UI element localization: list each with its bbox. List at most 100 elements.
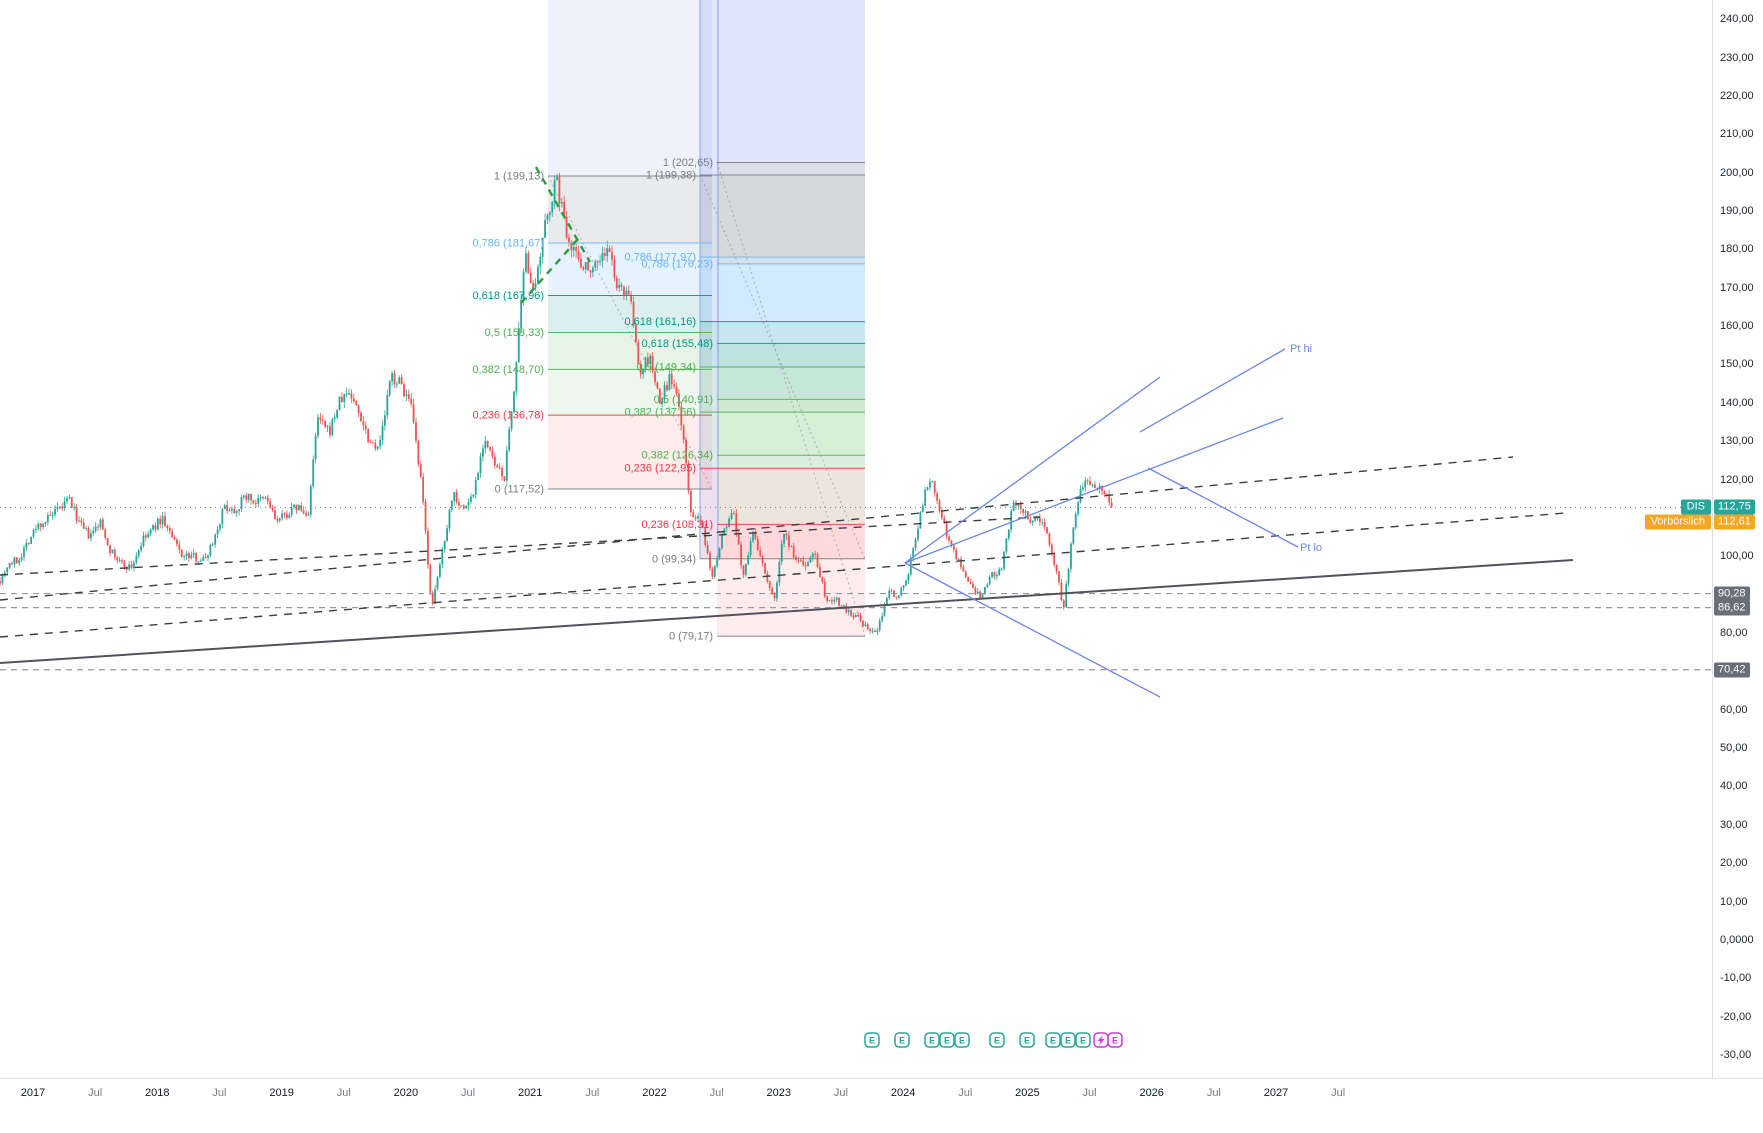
- candle-body: [1000, 568, 1003, 570]
- annotation-label[interactable]: Pt lo: [1300, 542, 1322, 554]
- candle-body: [85, 527, 88, 529]
- candle-body: [479, 456, 482, 473]
- time-axis-label: Jul: [585, 1087, 600, 1099]
- candle-body: [515, 362, 518, 392]
- candle-body: [123, 561, 126, 567]
- candle-body: [539, 256, 542, 267]
- candle-body: [1098, 485, 1101, 489]
- candle-body: [862, 620, 864, 626]
- earnings-marker[interactable]: E: [1045, 1032, 1061, 1048]
- dashed-trendline[interactable]: [0, 512, 1567, 638]
- candle-body: [964, 571, 967, 578]
- earnings-marker[interactable]: E: [924, 1032, 940, 1048]
- candle-body: [1058, 571, 1060, 583]
- earnings-marker[interactable]: E: [894, 1032, 910, 1048]
- candle-body: [517, 328, 520, 363]
- candle-body: [207, 555, 209, 559]
- earnings-letter: E: [899, 1036, 905, 1046]
- blue-fan-line[interactable]: [904, 417, 1284, 564]
- fib-levels[interactable]: 1 (199,38) 0,786 (177,97) 0,618 (161,16) 0,…: [624, 170, 865, 566]
- candle-body: [386, 395, 389, 416]
- candle-body: [1, 574, 4, 584]
- candle-body: [39, 523, 42, 528]
- candle-body: [245, 495, 248, 500]
- candle-body: [943, 517, 946, 522]
- candle-body: [44, 521, 47, 524]
- candle-body: [962, 567, 965, 572]
- candle-body: [1091, 484, 1094, 486]
- earnings-marker[interactable]: E: [864, 1032, 880, 1048]
- candle-body: [993, 572, 996, 577]
- earnings-marker[interactable]: E: [954, 1032, 970, 1048]
- candle-body: [589, 270, 592, 273]
- price-axis-label: -10,00: [1720, 972, 1752, 985]
- candle-body: [305, 512, 307, 516]
- fib-level-label: 0,236 (108,31): [641, 519, 713, 531]
- price-axis-label: 240,00: [1720, 13, 1754, 26]
- candle-body: [1050, 544, 1053, 554]
- fib-band: [700, 0, 865, 176]
- candle-body: [1086, 480, 1089, 482]
- fib-retracement[interactable]: [716, 0, 866, 637]
- fib-levels[interactable]: 1 (202,65) 0,786 (176,23) 0,618 (155,48) 0,…: [641, 157, 865, 643]
- date-range-tool[interactable]: [699, 0, 719, 559]
- price-axis[interactable]: 240,00 230,00 220,00 210,00 200,00 190,00 180,…: [1712, 0, 1763, 1078]
- earnings-marker[interactable]: E: [1019, 1032, 1035, 1048]
- candle-body: [171, 531, 174, 538]
- candle-body: [176, 539, 178, 545]
- time-axis-label: 2018: [145, 1087, 170, 1099]
- blue-fan-line[interactable]: [904, 376, 1161, 564]
- candle-body: [369, 442, 372, 444]
- candle-body: [618, 284, 621, 288]
- green-dashed-segment[interactable]: [520, 239, 578, 304]
- candle-body: [682, 425, 685, 440]
- candle-body: [790, 546, 793, 548]
- candle-body: [1053, 553, 1056, 565]
- candle-body: [51, 514, 54, 516]
- green-dashed-segment[interactable]: [534, 166, 592, 263]
- earnings-marker[interactable]: E: [939, 1032, 955, 1048]
- dashed-trendline[interactable]: [0, 456, 1514, 601]
- fib-retracement[interactable]: [699, 0, 866, 559]
- candle-body: [460, 505, 463, 507]
- fib-level-label: 0,618 (155,48): [641, 338, 713, 350]
- candle-body: [293, 504, 295, 508]
- pt-hi-line[interactable]: [1139, 348, 1286, 433]
- candle-body: [730, 512, 733, 519]
- candle-body: [778, 561, 781, 583]
- earnings-marker[interactable]: E: [989, 1032, 1005, 1048]
- candle-body: [405, 394, 408, 397]
- candle-body: [601, 253, 604, 262]
- candle-body: [520, 299, 523, 329]
- blue-fan-line[interactable]: [904, 562, 1161, 698]
- candle-body: [37, 523, 40, 530]
- earnings-marker[interactable]: E: [1075, 1032, 1091, 1048]
- fib-level-label: 0 (117,52): [495, 484, 544, 496]
- fib-level-label: 0,382 (137,56): [624, 407, 696, 419]
- candle-body: [711, 568, 714, 577]
- candle-body: [630, 294, 633, 302]
- candle-body: [221, 509, 224, 525]
- chart-canvas[interactable]: 1 (199,13) 0,786 (181,67) 0,618 (167,96) 0,…: [0, 0, 1712, 1078]
- candle-body: [164, 515, 166, 527]
- candle-body: [890, 590, 893, 592]
- annotation-label[interactable]: Pt hi: [1290, 343, 1312, 355]
- candle-body: [13, 557, 16, 565]
- fib-level-label: 0,618 (161,16): [624, 316, 696, 328]
- candle-body: [11, 563, 13, 565]
- support-trendline[interactable]: [0, 559, 1574, 664]
- time-axis-label: Jul: [212, 1087, 227, 1099]
- earnings-marker[interactable]: E: [1060, 1032, 1076, 1048]
- fib-retracement[interactable]: [547, 0, 713, 490]
- candle-body: [113, 549, 116, 558]
- candle-body: [752, 532, 754, 542]
- price-axis-label: 170,00: [1720, 281, 1754, 294]
- earnings-marker-box: [924, 1032, 940, 1048]
- candle-body: [381, 425, 384, 440]
- earnings-marker[interactable]: [1093, 1032, 1109, 1048]
- candle-body: [831, 600, 833, 602]
- candle-body: [319, 417, 322, 420]
- time-axis[interactable]: 2017 Jul 2018 Jul 2019 Jul 2020 Jul 2021 Jul 2022 J…: [0, 1078, 1763, 1133]
- pt-lo-line[interactable]: [1147, 467, 1299, 548]
- earnings-marker[interactable]: E: [1107, 1032, 1123, 1048]
